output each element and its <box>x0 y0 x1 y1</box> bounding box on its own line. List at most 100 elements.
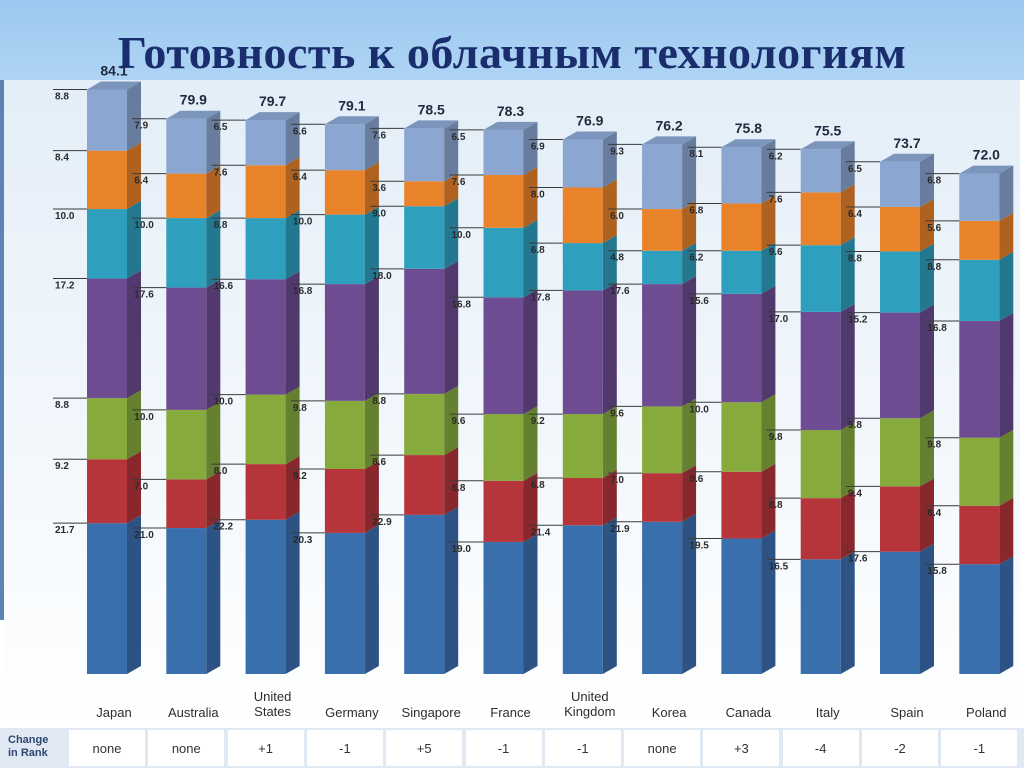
segment-value-label: 16.6 <box>214 281 234 292</box>
segment-value-label: 5.6 <box>927 223 941 234</box>
bar-column: 17.6 9.4 9.8 15.2 8.8 6.4 6.5 73.7 Spain <box>846 135 934 720</box>
bar-segment <box>324 214 365 285</box>
rank-change-cell: none <box>69 730 145 766</box>
bar-segment <box>959 437 1000 506</box>
segment-value-label: 9.6 <box>689 474 703 485</box>
bar-segment-side <box>285 386 300 465</box>
bar-total-label: 73.7 <box>893 135 920 151</box>
bar-column: 15.8 8.4 9.8 16.8 8.8 5.6 6.8 72.0 Poland <box>925 147 1014 720</box>
bar-segment <box>800 430 841 499</box>
bar-segment-side <box>602 470 617 526</box>
bar-column: 22.9 8.6 8.8 18.0 9.0 3.6 7.6 78.5 Singapore <box>370 101 461 720</box>
segment-value-label: 16.8 <box>293 286 313 297</box>
segment-value-label: 22.9 <box>372 517 392 528</box>
category-label: Poland <box>966 705 1006 720</box>
rank-header-line: in Rank <box>8 747 48 759</box>
bar-segment <box>166 479 207 529</box>
rank-change-cell: none <box>624 730 701 766</box>
bar-segment-side <box>285 456 300 520</box>
rank-change-cell: +5 <box>386 730 463 766</box>
category-label: United <box>254 689 292 704</box>
bar-segment <box>404 393 445 456</box>
change-in-rank-header: Change in Rank <box>8 734 78 760</box>
bar-top-cap <box>87 81 141 90</box>
segment-value-label: 6.2 <box>689 253 703 264</box>
bar-segment-side <box>523 289 538 415</box>
bar-top-cap <box>166 110 221 119</box>
bar-segment <box>959 259 1000 321</box>
bar-segment <box>800 498 841 560</box>
bar-segment-side <box>523 533 538 674</box>
bar-segment <box>324 170 365 215</box>
bar-segment <box>562 243 603 291</box>
bar-segment <box>642 144 683 210</box>
segment-value-label: 9.8 <box>293 403 307 414</box>
bar-segment-side <box>285 511 300 674</box>
bar-segment <box>642 406 683 474</box>
segment-value-label: 17.6 <box>134 290 154 301</box>
segment-value-label: 10.0 <box>293 217 313 228</box>
segment-value-label: 7.0 <box>610 475 624 486</box>
left-edge-bar <box>0 80 4 620</box>
bar-segment-side <box>682 136 697 210</box>
bar-segment <box>642 209 683 251</box>
segment-value-label: 9.2 <box>293 471 307 482</box>
segment-value-label: 16.5 <box>769 561 789 572</box>
rank-change-cell: +1 <box>227 730 304 766</box>
bar-segment <box>562 139 603 188</box>
bar-segment <box>87 209 127 279</box>
bar-segment <box>800 559 841 674</box>
bar-segment <box>87 459 127 524</box>
segment-value-label: 6.5 <box>848 164 862 175</box>
segment-value-label: 15.2 <box>848 315 868 326</box>
bar-segment-side <box>523 472 538 542</box>
bar-top-cap <box>245 112 300 121</box>
bar-segment-side <box>523 166 538 228</box>
bar-segment-side <box>364 392 379 469</box>
segment-value-label: 17.2 <box>55 281 75 292</box>
bar-segment-side <box>602 517 617 674</box>
bar-segment <box>324 468 365 533</box>
bar-total-label: 78.3 <box>497 103 524 119</box>
segment-value-label: 6.8 <box>689 205 703 216</box>
bar-segment <box>959 505 1000 565</box>
segment-value-label: 10.0 <box>689 404 709 415</box>
bar-segment-side <box>127 81 141 151</box>
bar-segment-side <box>682 242 697 285</box>
bar-total-label: 76.9 <box>576 113 603 129</box>
bar-segment-side <box>206 520 221 674</box>
bar-segment-side <box>364 162 379 215</box>
bar-segment <box>87 398 127 460</box>
segment-value-label: 9.6 <box>610 408 624 419</box>
bar-segment <box>880 206 920 252</box>
segment-value-label: 6.0 <box>610 211 624 222</box>
segment-value-label: 8.0 <box>214 466 228 477</box>
bar-segment-side <box>920 478 934 552</box>
bar-segment-side <box>364 206 379 285</box>
segment-value-label: 22.2 <box>214 522 234 533</box>
segment-value-label: 6.4 <box>293 172 307 183</box>
segment-value-label: 8.6 <box>372 457 386 468</box>
bar-segment-side <box>840 551 855 674</box>
category-label: Spain <box>890 705 923 720</box>
segment-value-label: 9.3 <box>610 146 624 157</box>
bar-segment <box>245 120 286 166</box>
bar-segment-side <box>602 282 617 415</box>
bar-segment-side <box>444 385 459 456</box>
bar-segment-side <box>840 490 855 560</box>
segment-value-label: 6.2 <box>769 151 783 162</box>
bar-segment-side <box>920 304 934 419</box>
segment-value-label: 10.0 <box>55 211 75 222</box>
segment-value-label: 17.6 <box>610 286 630 297</box>
bar-segment <box>721 471 762 539</box>
bar-segment <box>404 206 445 269</box>
rank-change-cell: -2 <box>862 730 938 766</box>
bar-segment <box>245 279 286 395</box>
bar-top-cap <box>800 141 855 150</box>
bar-segment-side <box>523 406 538 481</box>
bar-segment-side <box>761 242 776 294</box>
title-band <box>0 0 1024 80</box>
bar-segment <box>959 220 1000 260</box>
segment-value-label: 6.8 <box>531 245 545 256</box>
